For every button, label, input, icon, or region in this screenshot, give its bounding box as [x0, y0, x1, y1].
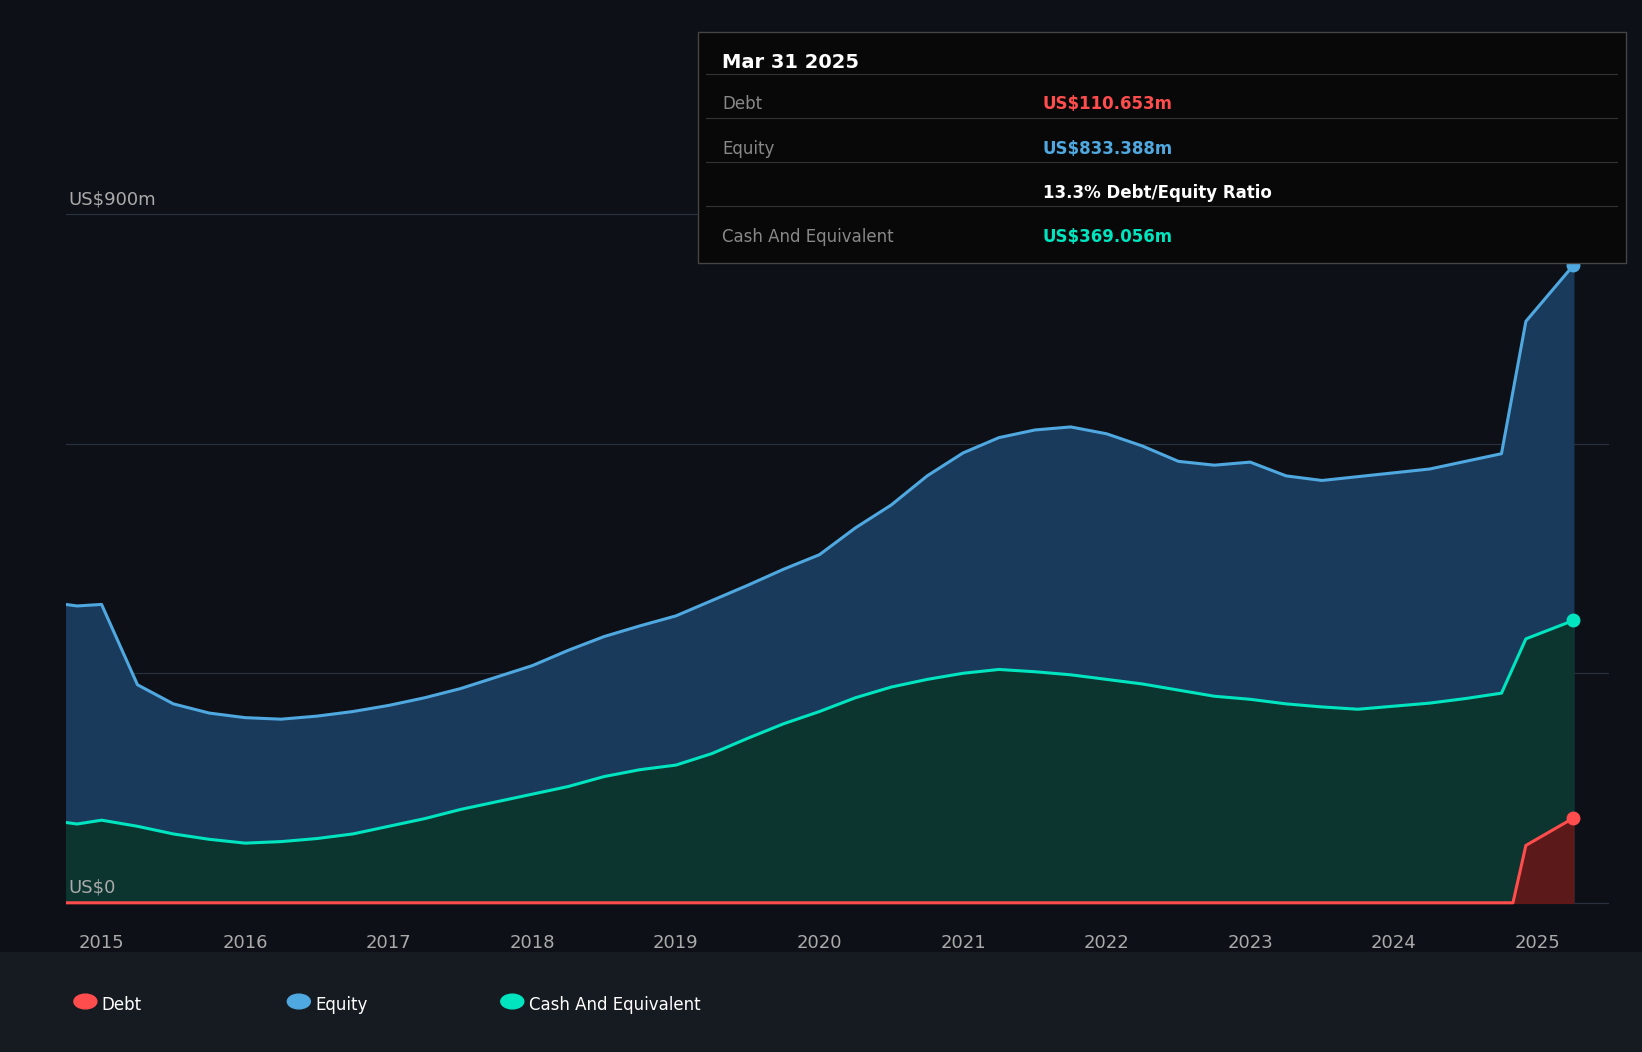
Text: Equity: Equity [315, 996, 368, 1014]
Text: US$900m: US$900m [69, 190, 156, 208]
Text: 13.3% Debt/Equity Ratio: 13.3% Debt/Equity Ratio [1043, 184, 1271, 202]
Text: US$0: US$0 [69, 878, 117, 896]
Text: US$110.653m: US$110.653m [1043, 96, 1172, 114]
Text: Equity: Equity [722, 140, 775, 158]
Text: Debt: Debt [722, 96, 762, 114]
Text: Mar 31 2025: Mar 31 2025 [722, 54, 859, 73]
Text: Cash And Equivalent: Cash And Equivalent [529, 996, 701, 1014]
Text: Debt: Debt [102, 996, 141, 1014]
Text: Cash And Equivalent: Cash And Equivalent [722, 228, 895, 246]
Text: US$833.388m: US$833.388m [1043, 140, 1172, 158]
Text: US$369.056m: US$369.056m [1043, 228, 1172, 246]
